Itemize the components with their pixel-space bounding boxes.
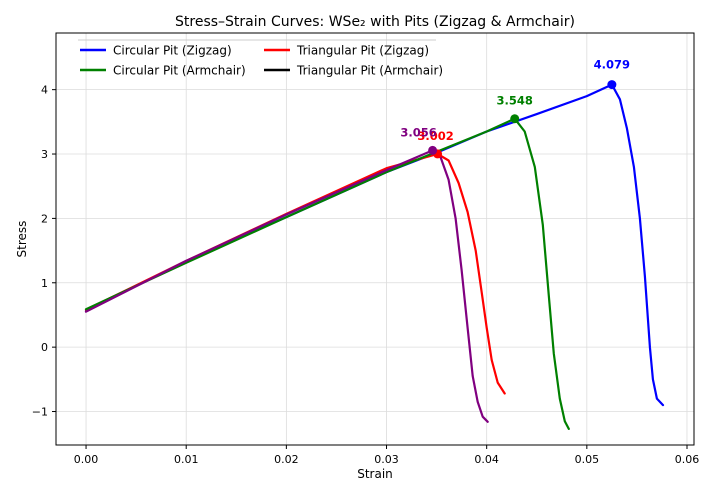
y-tick-label: −1: [32, 406, 48, 419]
y-tick-label: 0: [41, 341, 48, 354]
peak-label: 3.548: [497, 94, 533, 108]
y-tick-label: 3: [41, 148, 48, 161]
x-tick-label: 0.03: [374, 453, 399, 466]
y-tick-label: 1: [41, 277, 48, 290]
peak-markers: 4.079 3.002 3.548 3.056: [400, 58, 630, 159]
x-tick-label: 0.01: [174, 453, 199, 466]
legend: Circular Pit (Zigzag) Triangular Pit (Zig…: [78, 39, 443, 78]
legend-label: Circular Pit (Zigzag): [113, 44, 232, 58]
series-line-1: [84, 152, 506, 395]
y-tick-label: 2: [41, 212, 48, 225]
series-line-2: [84, 117, 570, 430]
series-line-0: [84, 83, 665, 407]
axis-ticks: 0.00 0.01 0.02 0.03 0.04 0.05 0.06 −1 0 1 2 3 4: [32, 84, 699, 466]
peak-marker: [428, 145, 438, 155]
y-tick-label: 4: [41, 84, 48, 97]
series-line-4: [84, 149, 489, 423]
legend-label: Triangular Pit (Armchair): [296, 64, 443, 78]
x-tick-label: 0.04: [474, 453, 499, 466]
peak-marker: [607, 80, 617, 90]
legend-label: Triangular Pit (Zigzag): [296, 44, 429, 58]
x-tick-label: 0.02: [274, 453, 299, 466]
legend-label: Circular Pit (Armchair): [113, 64, 246, 78]
x-tick-label: 0.06: [675, 453, 700, 466]
series-lines: [84, 83, 665, 430]
peak-label: 3.056: [400, 125, 436, 139]
peak-marker: [510, 114, 520, 124]
x-tick-label: 0.00: [74, 453, 99, 466]
chart-title: Stress–Strain Curves: WSe₂ with Pits (Zi…: [175, 14, 575, 30]
x-tick-label: 0.05: [575, 453, 600, 466]
peak-label: 3.002: [417, 129, 453, 143]
grid: [56, 33, 694, 445]
y-axis-label: Stress: [15, 221, 29, 258]
plot-frame: [55, 32, 695, 446]
peak-label: 4.079: [594, 58, 630, 72]
x-axis-label: Strain: [357, 467, 393, 481]
